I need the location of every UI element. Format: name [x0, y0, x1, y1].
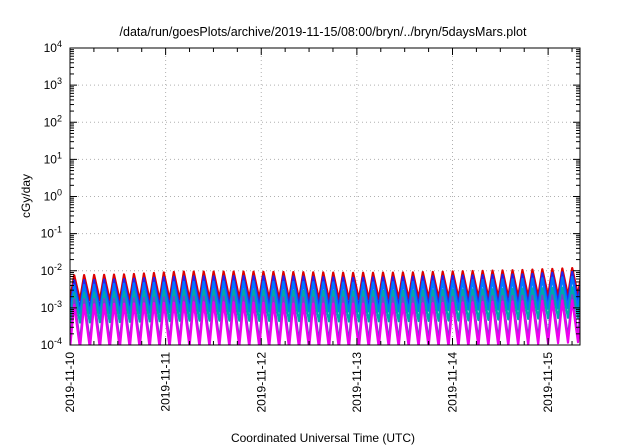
x-tick-label: 2019-11-11 — [159, 352, 173, 412]
chart-title: /data/run/goesPlots/archive/2019-11-15/0… — [120, 25, 527, 39]
x-tick-label: 2019-11-10 — [63, 352, 77, 413]
series-line-6 — [70, 299, 580, 345]
y-tick-label: 10-1 — [41, 225, 62, 241]
x-tick-label: 2019-11-13 — [350, 352, 364, 413]
x-tick-label: 2019-11-12 — [254, 352, 268, 413]
y-tick-label: 102 — [44, 113, 62, 129]
x-tick-labels: 2019-11-10 2019-11-11 2019-11-12 2019-11-13… — [63, 352, 555, 413]
x-tick-label: 2019-11-15 — [541, 352, 555, 413]
tick-marks — [69, 47, 580, 346]
y-tick-label: 104 — [44, 39, 62, 55]
y-tick-labels: 10-4 10-3 10-2 10-1 100 101 102 103 104 — [41, 39, 62, 352]
x-tick-label: 2019-11-14 — [446, 352, 460, 413]
y-axis-label: cGy/day — [19, 174, 33, 218]
y-tick-label: 10-2 — [41, 262, 62, 278]
series-line-3 — [70, 275, 580, 315]
y-tick-label: 101 — [44, 150, 62, 166]
series-line-4 — [70, 286, 580, 324]
y-tick-label: 100 — [44, 188, 62, 204]
y-tick-label: 10-3 — [41, 299, 62, 315]
y-tick-label: 10-4 — [41, 336, 62, 352]
x-axis-label: Coordinated Universal Time (UTC) — [231, 431, 415, 445]
series-layer — [70, 267, 580, 345]
y-tick-label: 103 — [44, 76, 62, 92]
